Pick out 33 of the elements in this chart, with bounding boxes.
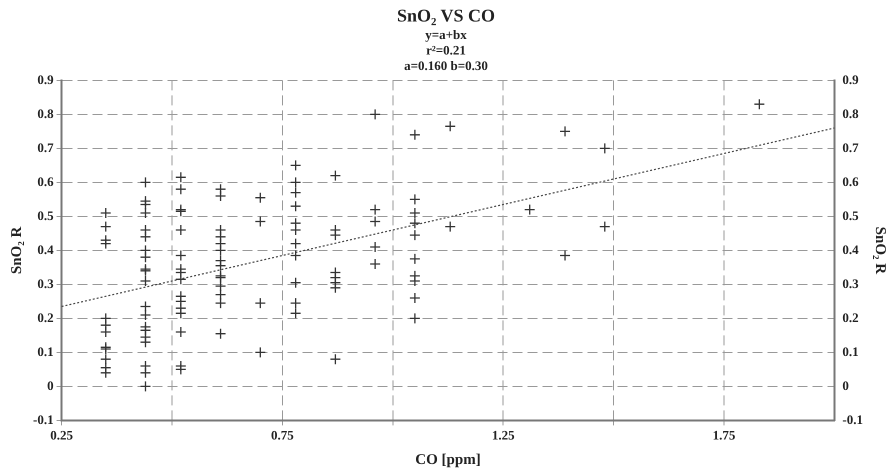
y-tick-label: 0.7 (37, 140, 54, 155)
y2-tick-label: 0.2 (842, 310, 859, 325)
x-tick-label: 0.25 (50, 428, 74, 443)
text: r²=0.21 (426, 42, 466, 58)
y-tick-label: 0.9 (37, 72, 54, 87)
chart-subtitle: y=a+bx (425, 26, 468, 42)
y2-tick-label: 0.1 (842, 344, 859, 359)
y2-tick-label: 0.8 (842, 106, 860, 121)
y2-tick-label: -0.1 (842, 412, 864, 427)
y2-tick-label: 0.5 (842, 208, 860, 223)
x-tick-label: 1.25 (492, 428, 516, 443)
y-tick-label: 0.8 (37, 106, 54, 121)
y2-tick-label: 0.7 (842, 140, 860, 155)
x-tick-label: 1.75 (712, 428, 736, 443)
text: a=0.160 b=0.30 (404, 58, 488, 73)
y-tick-label: 0.5 (37, 208, 54, 223)
y2-tick-label: 0 (842, 378, 849, 393)
y-axis-title: SnO₂ R (8, 226, 25, 274)
y2-tick-label: 0.6 (842, 174, 860, 189)
y-tick-label: 0.6 (37, 174, 54, 189)
y-tick-label: 0.4 (37, 242, 54, 257)
y2-tick-label: 0.9 (842, 72, 860, 87)
chart-title: SnO₂ VS CO (396, 5, 496, 26)
y-tick-label: 0.3 (37, 276, 54, 291)
y-tick-label: 0.2 (37, 310, 54, 325)
y2-tick-label: 0.4 (842, 242, 860, 257)
x-tick-label: 0.75 (271, 428, 294, 443)
y2-axis-title: SnO₂ R (872, 226, 888, 274)
y-tick-label: 0.1 (37, 344, 54, 359)
y-tick-label: 0 (47, 378, 54, 393)
y-tick-label: -0.1 (32, 412, 54, 427)
x-axis-title: CO [ppm] (415, 452, 481, 468)
y2-tick-label: 0.3 (842, 276, 860, 291)
